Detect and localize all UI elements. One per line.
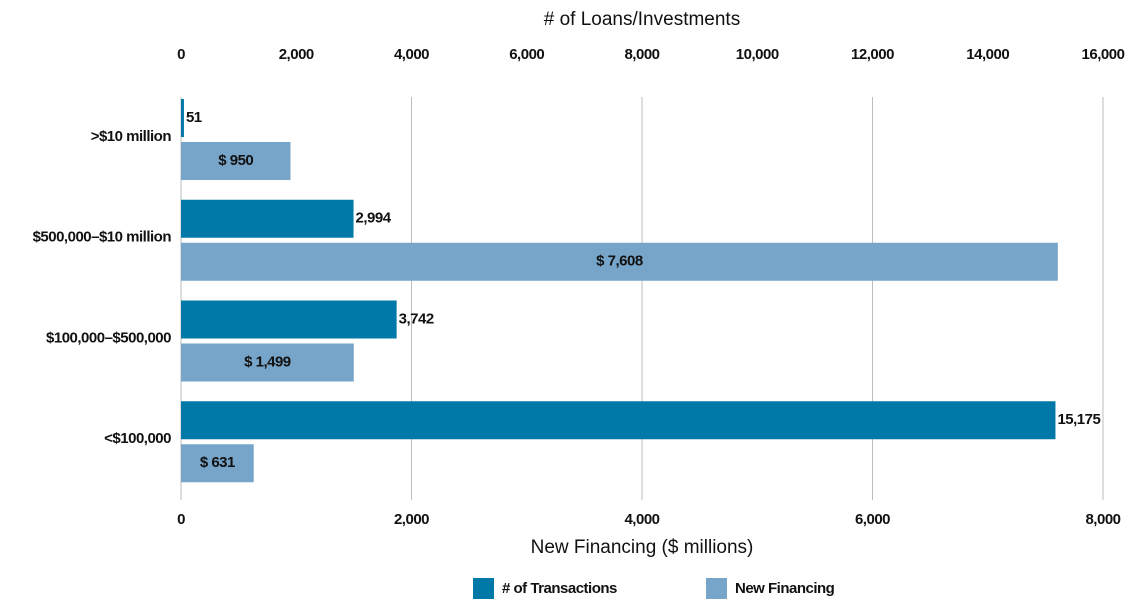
value-label: 2,994 <box>356 210 392 227</box>
x-tick-label: 0 <box>177 511 185 528</box>
y-tick-label: $500,000–$10 million <box>33 229 172 246</box>
x-axis-title: New Financing ($ millions) <box>531 537 754 558</box>
x-tick-label: 8,000 <box>1085 511 1120 528</box>
value-label: 51 <box>186 109 202 126</box>
value-label: $ 7,608 <box>596 253 643 270</box>
x2-tick-label: 12,000 <box>851 46 894 63</box>
bar <box>181 199 354 238</box>
x-tick-label: 2,000 <box>394 511 429 528</box>
legend-label: New Financing <box>735 580 835 597</box>
legend-label: # of Transactions <box>502 580 617 597</box>
x2-tick-label: 10,000 <box>736 46 779 63</box>
legend-swatch <box>473 578 494 599</box>
x2-tick-label: 0 <box>177 46 185 63</box>
bar <box>181 300 397 339</box>
x2-axis-title: # of Loans/Investments <box>544 9 740 30</box>
value-label: $ 631 <box>200 454 235 471</box>
bar <box>181 444 254 483</box>
x2-tick-label: 14,000 <box>966 46 1009 63</box>
value-label: $ 1,499 <box>244 353 291 370</box>
x2-tick-label: 16,000 <box>1082 46 1125 63</box>
bar <box>181 142 291 180</box>
x-tick-label: 4,000 <box>624 511 659 528</box>
y-tick-label: <$100,000 <box>104 430 171 447</box>
bar <box>181 401 1056 440</box>
x2-tick-label: 2,000 <box>279 46 314 63</box>
x2-tick-label: 6,000 <box>509 46 544 63</box>
bar <box>181 242 1058 281</box>
value-label: $ 950 <box>218 152 253 169</box>
bar <box>181 343 354 382</box>
y-tick-label: $100,000–$500,000 <box>46 329 171 346</box>
legend-swatch <box>706 578 727 599</box>
x-tick-label: 6,000 <box>855 511 890 528</box>
bar <box>181 99 184 137</box>
value-label: 3,742 <box>399 310 434 327</box>
x2-tick-label: 4,000 <box>394 46 429 63</box>
y-tick-label: >$10 million <box>91 128 172 145</box>
x2-tick-label: 8,000 <box>624 46 659 63</box>
value-label: 15,175 <box>1057 411 1100 428</box>
